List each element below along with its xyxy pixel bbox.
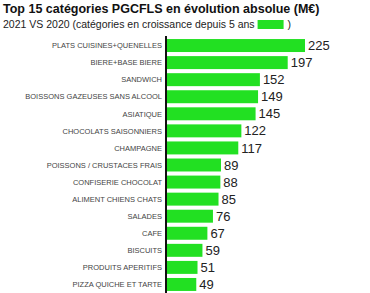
data-label: 67 — [210, 226, 224, 241]
bar — [166, 56, 288, 69]
data-label: 122 — [244, 123, 266, 138]
bar — [166, 278, 196, 291]
bar — [166, 193, 219, 206]
axis-line — [165, 36, 167, 293]
data-label: 88 — [223, 175, 237, 190]
category-label: ALIMENT CHIENS CHATS — [72, 195, 162, 204]
category-label: CHAMPAGNE — [114, 144, 162, 153]
category-label: BIERE+BASE BIERE — [91, 58, 163, 67]
data-label: 89 — [224, 158, 238, 173]
category-label: ASIATIQUE — [123, 110, 162, 119]
category-label: CAFE — [142, 229, 162, 238]
bar — [166, 210, 213, 223]
bar — [166, 90, 258, 103]
data-label: 51 — [201, 260, 215, 275]
category-label: BISCUITS — [127, 246, 162, 255]
data-label: 59 — [205, 243, 219, 258]
category-label: CONFISERIE CHOCOLAT — [73, 178, 162, 187]
chart-root: Top 15 catégories PGCFLS en évolution ab… — [0, 0, 370, 293]
legend-swatch — [258, 20, 284, 29]
data-label: 225 — [308, 38, 330, 53]
data-label: 117 — [241, 141, 262, 156]
data-label: 197 — [291, 55, 313, 70]
subtitle: ) — [288, 18, 292, 30]
data-label: 76 — [216, 209, 230, 224]
bar — [166, 39, 305, 52]
title: Top 15 catégories PGCFLS en évolution ab… — [3, 2, 320, 16]
category-label: SANDWICH — [121, 75, 162, 84]
data-label: 145 — [259, 106, 281, 121]
chart: Top 15 catégories PGCFLS en évolution ab… — [0, 0, 370, 293]
bar — [166, 73, 260, 86]
category-label: SALADES — [127, 212, 162, 221]
bar — [166, 244, 202, 257]
bars — [166, 39, 305, 291]
bar — [166, 107, 256, 120]
category-label: PIZZA QUICHE ET TARTE — [73, 280, 162, 289]
bar — [166, 227, 207, 240]
subtitle: 2021 VS 2020 (catégories en croissance d… — [3, 18, 255, 30]
bar — [166, 159, 221, 172]
category-label: PLATS CUISINES+QUENELLES — [52, 41, 162, 50]
category-label: BOISSONS GAZEUSES SANS ALCOOL — [25, 92, 162, 101]
category-label: POISSONS / CRUSTACES FRAIS — [47, 161, 162, 170]
category-label: PRODUITS APERITIFS — [83, 263, 162, 272]
bar — [166, 124, 241, 137]
data-label: 149 — [261, 89, 283, 104]
bar — [166, 176, 220, 189]
bar — [166, 141, 238, 154]
data-label: 49 — [199, 277, 213, 292]
data-label: 85 — [222, 192, 236, 207]
category-label: CHOCOLATS SAISONNIERS — [63, 127, 162, 136]
page: {"chart_data": {"type": "bar", "orientat… — [0, 0, 370, 293]
data-label: 152 — [263, 72, 285, 87]
bar — [166, 261, 198, 274]
